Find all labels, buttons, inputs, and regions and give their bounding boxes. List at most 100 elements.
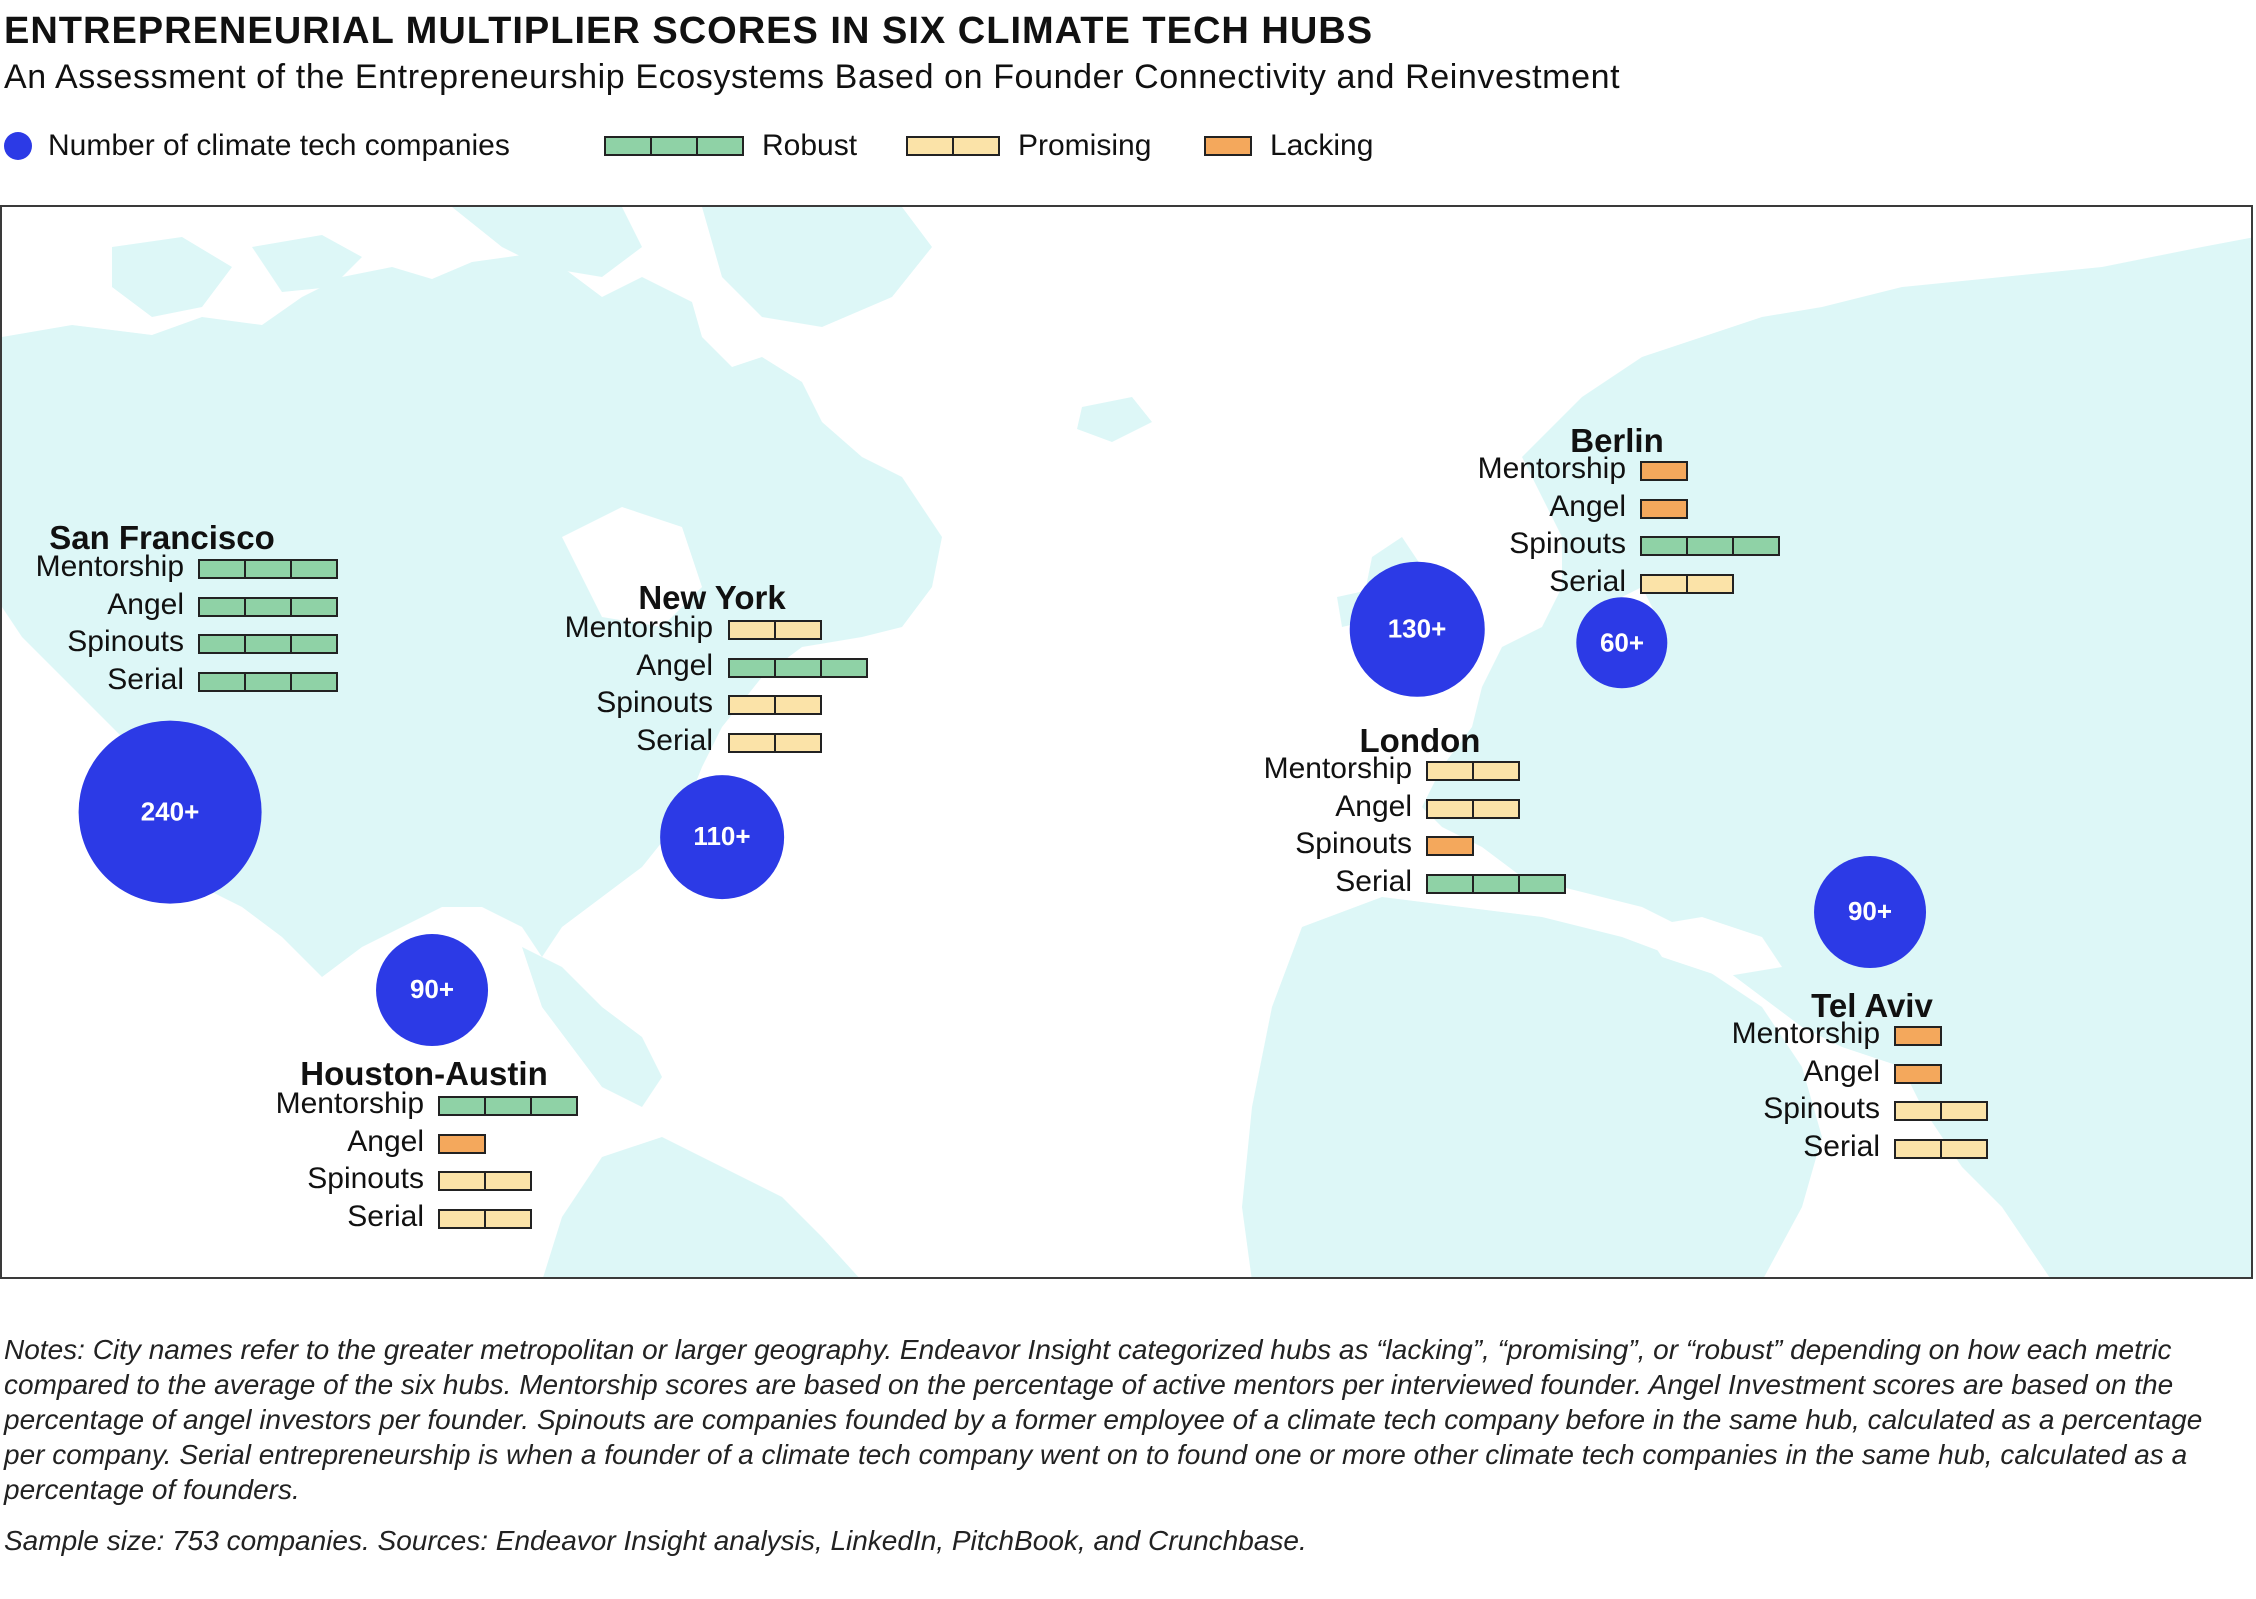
metric-label: Mentorship <box>564 611 713 644</box>
metric-label: Spinouts <box>596 686 713 719</box>
metric-label: Serial <box>1335 864 1412 898</box>
hub-name: San Francisco <box>49 519 275 556</box>
world-map: 240+ San Francisco Mentorship Angel Spinouts… <box>0 205 2253 1279</box>
metric-label: Mentorship <box>1477 452 1626 485</box>
metric-row-serial: Serial <box>2 723 713 757</box>
score-bar-robust <box>728 657 868 678</box>
company-count-bubble: 110+ <box>660 775 784 899</box>
score-bar-promising <box>1426 761 1520 781</box>
metric-label: Mentorship <box>1263 752 1412 785</box>
metric-label: Serial <box>347 1199 424 1233</box>
metric-row-spinouts: Spinouts <box>2 1094 1880 1124</box>
legend-lacking-label: Lacking <box>1270 129 1374 162</box>
company-count-bubble: 90+ <box>1814 856 1926 968</box>
metric-row-angel: Angel <box>2 789 1412 823</box>
metric-label: Spinouts <box>307 1162 424 1195</box>
metric-row-angel: Angel <box>2 587 184 621</box>
score-bar-robust <box>198 671 338 692</box>
metric-row-spinouts: Spinouts <box>2 627 184 657</box>
score-bar-lacking <box>1894 1026 1942 1046</box>
score-bar-robust <box>1640 536 1780 556</box>
score-bar-robust <box>438 1096 578 1116</box>
legend-companies-label: Number of climate tech companies <box>48 129 510 162</box>
metric-label: Serial <box>1549 564 1626 598</box>
legend-robust-swatch <box>604 136 744 156</box>
metric-row-mentorship: Mentorship <box>2 1019 1880 1049</box>
metric-row-angel: Angel <box>2 1124 424 1158</box>
sources: Sample size: 753 companies. Sources: End… <box>4 1525 1307 1556</box>
legend-robust: Robust <box>604 128 857 164</box>
company-count-bubble: 60+ <box>1576 597 1668 689</box>
legend-promising: Promising <box>906 128 1151 164</box>
score-bar-lacking <box>1640 461 1688 481</box>
score-bar-promising <box>438 1171 532 1191</box>
metric-label: Angel <box>1335 789 1412 823</box>
notes: Notes: City names refer to the greater m… <box>4 1334 2203 1505</box>
chart-title: ENTREPRENEURIAL MULTIPLIER SCORES IN SIX… <box>4 10 1374 52</box>
metric-label: Angel <box>107 587 184 621</box>
score-bar-lacking <box>1640 498 1688 519</box>
metric-row-serial: Serial <box>2 1199 424 1233</box>
metric-row-spinouts: Spinouts <box>2 829 1412 859</box>
metric-label: Serial <box>107 662 184 696</box>
metric-row-angel: Angel <box>2 489 1626 523</box>
metric-label: Mentorship <box>35 550 184 583</box>
legend: Number of climate tech companies Robust … <box>4 128 1504 164</box>
metric-label: Spinouts <box>1763 1092 1880 1125</box>
metric-row-mentorship: Mentorship <box>2 552 184 582</box>
score-bar-promising <box>1894 1101 1988 1121</box>
metric-label: Mentorship <box>275 1087 424 1120</box>
legend-companies: Number of climate tech companies <box>4 128 510 164</box>
metric-label: Spinouts <box>1295 827 1412 860</box>
score-bar-robust <box>198 559 338 579</box>
metric-row-mentorship: Mentorship <box>2 613 713 643</box>
score-bar-promising <box>728 732 822 753</box>
metric-row-serial: Serial <box>2 564 1626 598</box>
score-bar-promising <box>728 620 822 640</box>
metric-row-spinouts: Spinouts <box>2 529 1626 559</box>
metric-row-mentorship: Mentorship <box>2 454 1626 484</box>
legend-robust-label: Robust <box>762 129 858 162</box>
metric-row-mentorship: Mentorship <box>2 1089 424 1119</box>
metric-label: Angel <box>347 1124 424 1158</box>
score-bar-robust <box>198 634 338 654</box>
metric-label: Mentorship <box>1731 1017 1880 1050</box>
metric-label: Angel <box>1549 489 1626 523</box>
score-bar-promising <box>728 695 822 715</box>
score-bar-promising <box>1426 798 1520 819</box>
metric-label: Spinouts <box>67 625 184 658</box>
legend-bubble-icon <box>4 132 32 160</box>
company-count-bubble: 90+ <box>376 934 488 1046</box>
score-bar-promising <box>1894 1138 1988 1159</box>
score-bar-robust <box>1426 873 1566 894</box>
score-bar-lacking <box>1426 836 1474 856</box>
score-bar-promising <box>1640 573 1734 594</box>
hub-name: Houston-Austin <box>300 1055 548 1092</box>
hub-name: Tel Aviv <box>1811 987 1933 1024</box>
metric-row-mentorship: Mentorship <box>2 754 1412 784</box>
metric-label: Angel <box>636 648 713 682</box>
score-bar-lacking <box>438 1133 486 1154</box>
metric-label: Angel <box>1803 1054 1880 1088</box>
legend-promising-swatch <box>906 136 1000 156</box>
metric-row-serial: Serial <box>2 1129 1880 1163</box>
legend-promising-label: Promising <box>1018 129 1152 162</box>
hub-name: Berlin <box>1570 422 1664 459</box>
metric-row-angel: Angel <box>2 1054 1880 1088</box>
legend-lacking: Lacking <box>1204 128 1373 164</box>
score-bar-lacking <box>1894 1063 1942 1084</box>
metric-label: Spinouts <box>1509 527 1626 560</box>
metric-row-serial: Serial <box>2 864 1412 898</box>
hub-name: London <box>1359 722 1481 759</box>
chart-subtitle: An Assessment of the Entrepreneurship Ec… <box>4 58 1621 96</box>
metric-row-spinouts: Spinouts <box>2 688 713 718</box>
company-count-bubble: 130+ <box>1349 561 1485 697</box>
score-bar-robust <box>198 596 338 617</box>
metric-label: Serial <box>1803 1129 1880 1163</box>
hub-name: New York <box>638 579 786 616</box>
metric-row-angel: Angel <box>2 648 713 682</box>
score-bar-promising <box>438 1208 532 1229</box>
metric-label: Serial <box>636 723 713 757</box>
metric-row-serial: Serial <box>2 662 184 696</box>
metric-row-spinouts: Spinouts <box>2 1164 424 1194</box>
